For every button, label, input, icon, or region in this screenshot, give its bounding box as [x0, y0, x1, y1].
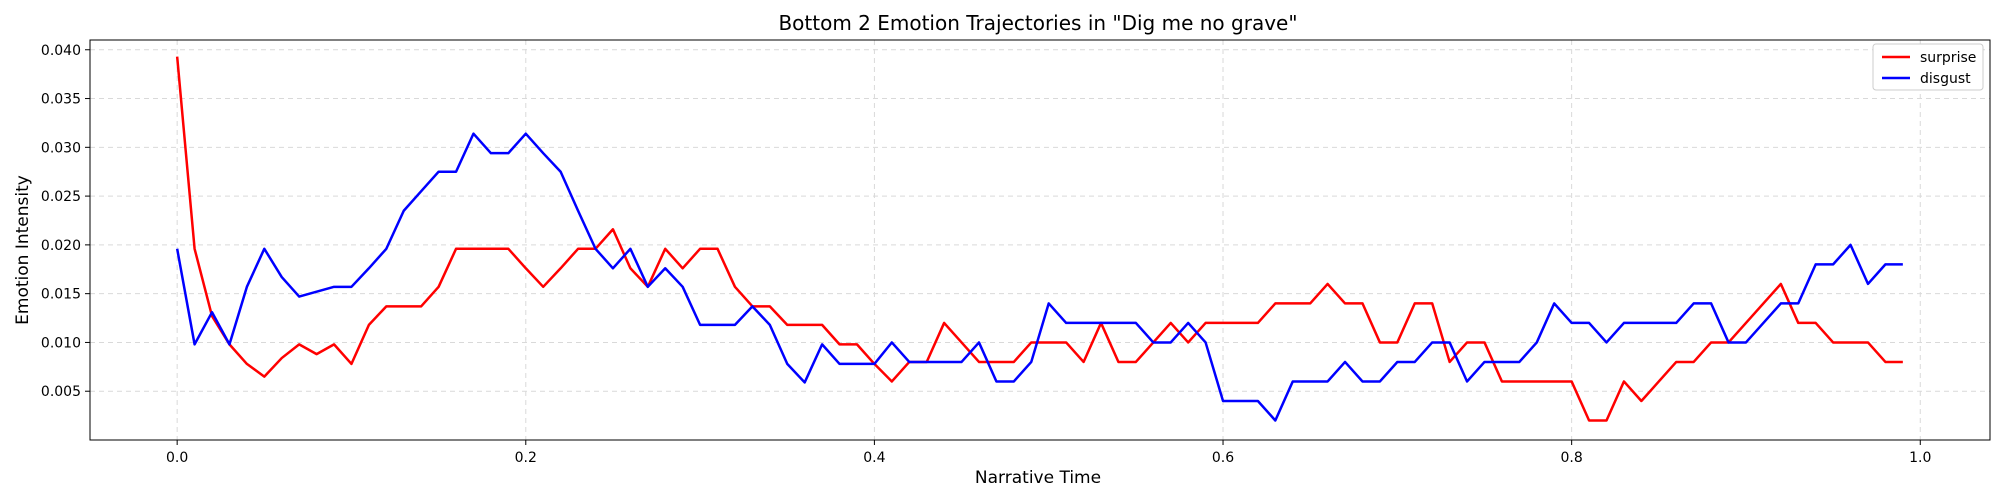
y-tick-label: 0.025 [41, 189, 81, 205]
y-tick-label: 0.020 [41, 238, 81, 254]
legend: surprise disgust [1872, 43, 1984, 91]
x-tick-label: 0.0 [166, 450, 188, 466]
axis-ticks: 0.0 0.2 0.4 0.6 0.8 1.0 0.005 0.010 0.015 0.020 0.… [41, 43, 1932, 466]
y-tick-label: 0.040 [41, 43, 81, 59]
x-tick-label: 0.2 [515, 450, 537, 466]
y-tick-label: 0.035 [41, 92, 81, 108]
series-line-surprise [175, 56, 1903, 422]
y-tick-label: 0.015 [41, 287, 81, 303]
legend-label-disgust: disgust [1920, 71, 1971, 87]
series-line-disgust [175, 132, 1903, 422]
x-tick-label: 0.8 [1561, 450, 1583, 466]
x-tick-label: 1.0 [1909, 450, 1931, 466]
y-tick-label: 0.030 [41, 140, 81, 156]
plot-area-frame [89, 39, 1991, 441]
y-tick-label: 0.005 [41, 384, 81, 400]
x-tick-label: 0.4 [863, 450, 885, 466]
y-tick-label: 0.010 [41, 335, 81, 351]
chart-title: Bottom 2 Emotion Trajectories in "Dig me… [778, 11, 1297, 35]
legend-label-surprise: surprise [1920, 50, 1976, 66]
series-lines [175, 56, 1903, 422]
x-tick-label: 0.6 [1212, 450, 1234, 466]
grid-lines [90, 40, 1990, 440]
y-axis-label: Emotion Intensity [13, 175, 33, 325]
x-axis-label: Narrative Time [975, 468, 1101, 488]
